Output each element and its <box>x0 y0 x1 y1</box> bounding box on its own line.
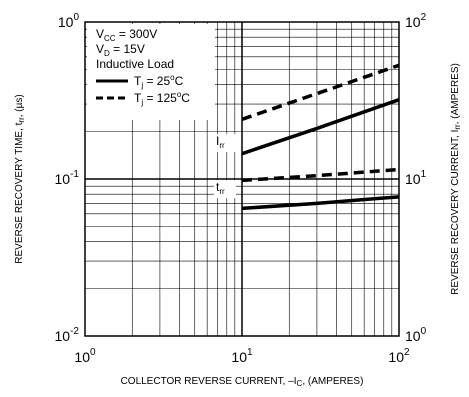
plot-frame <box>84 21 400 337</box>
irr-solid-series <box>241 98 400 156</box>
x-tick-labels: 100 101 102 <box>74 347 410 365</box>
trr-dashed-series <box>241 167 400 183</box>
legend-condition-0: VCC = 300V <box>96 27 157 43</box>
annotations: Irr trr <box>214 134 236 199</box>
y-right-tick-label: 102 <box>405 12 427 30</box>
irr-dashed-series <box>241 63 400 121</box>
y-left-axis-label: REVERSE RECOVERY TIME, trr, (µs) <box>14 94 26 263</box>
y-right-axis-label: REVERSE RECOVERY CURRENT, Irr, (AMPERES) <box>450 63 462 295</box>
y-left-tick-labels: 100 10-1 10-2 <box>55 12 80 344</box>
legend-entry-0: Tj = 25oC <box>134 73 184 90</box>
y-right-tick-label: 100 <box>405 326 427 344</box>
annotation-bg <box>214 134 236 153</box>
x-axis-label: COLLECTOR REVERSE CURRENT, –IC, (AMPERES… <box>121 376 364 388</box>
legend-box <box>87 24 215 120</box>
annotation-rr-0: Irr <box>216 134 225 150</box>
legend-condition-1: VD = 15V <box>96 42 145 58</box>
y-left-tick-label: 10-2 <box>55 326 80 344</box>
x-tick-label: 100 <box>74 347 96 365</box>
x-tick-label: 101 <box>231 347 253 365</box>
legend-entry-1: Tj = 125oC <box>134 90 190 107</box>
y-left-tick-label: 100 <box>58 12 80 30</box>
y-right-tick-labels: 102 101 100 <box>405 12 427 344</box>
x-tick-label: 102 <box>388 347 410 365</box>
trr-solid-series <box>241 195 400 211</box>
y-right-tick-label: 101 <box>405 169 427 187</box>
annotation-rr-1: trr <box>216 180 225 196</box>
annotation-bg <box>214 180 236 199</box>
series-layer <box>241 63 400 211</box>
y-left-tick-label: 10-1 <box>55 169 80 187</box>
grid <box>85 22 399 336</box>
legend-condition-2: Inductive Load <box>96 57 174 71</box>
